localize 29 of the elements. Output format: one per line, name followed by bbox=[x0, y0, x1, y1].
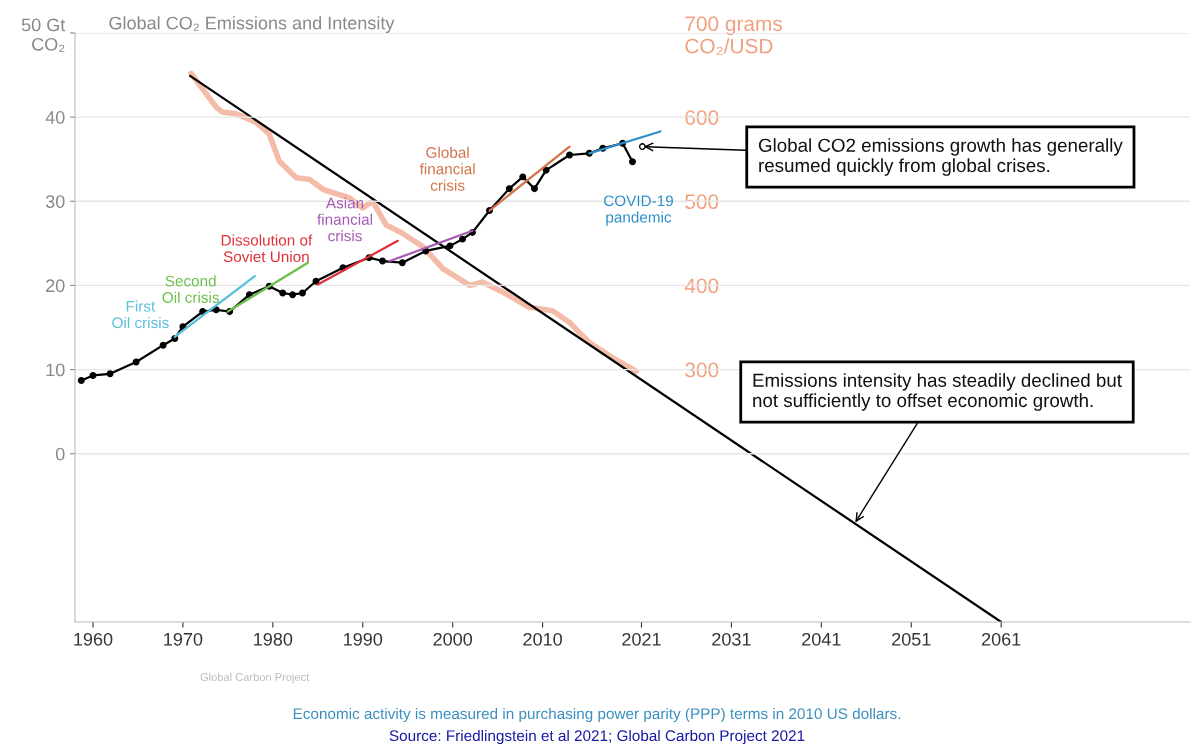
text: COVID-19 pandemic bbox=[604, 195, 673, 226]
series-label: Dissolution of Soviet Union bbox=[221, 234, 313, 263]
annotation: Global CO2 emissions growth has generally resumed quickly from global crises. bbox=[758, 138, 1123, 176]
text: Economic activity is measured in purchasing power parity (PPP) terms in 2010 US dollars. bbox=[293, 707, 901, 723]
y-tick-label: 30 bbox=[45, 195, 65, 209]
x-tick-label: 1970 bbox=[164, 632, 203, 646]
text: Global Carbon Project bbox=[200, 672, 310, 684]
x-tick-label: 2041 bbox=[802, 632, 841, 646]
x-tick-label: 2021 bbox=[622, 632, 661, 646]
x-tick-label: 2051 bbox=[892, 632, 931, 646]
y-tick-label: 0 bbox=[55, 447, 65, 461]
series-label: Asian financial crisis bbox=[317, 197, 373, 242]
y-tick-label: 20 bbox=[46, 279, 65, 293]
x-tick-label: 2000 bbox=[433, 632, 473, 646]
x-tick-label: 1990 bbox=[344, 632, 383, 646]
x-tick-label: 1960 bbox=[74, 632, 113, 646]
y-tick-label: 10 bbox=[46, 363, 65, 377]
y-tick-label: 40 bbox=[45, 111, 65, 124]
x-tick-label: 2010 bbox=[523, 632, 562, 646]
x-tick-label: 2031 bbox=[712, 632, 751, 646]
x-tick-label: 2061 bbox=[982, 632, 1021, 646]
y2-tick-label: 700 grams CO₂/USD bbox=[685, 16, 783, 56]
x-tick-label: 1980 bbox=[254, 632, 293, 646]
source-note: Source: Friedlingstein et al 2021; Global Carbon Project 2021 bbox=[389, 729, 805, 745]
y2-tick-label: 600 bbox=[685, 110, 719, 125]
y-tick-label: 50 Gt CO₂ bbox=[21, 18, 66, 53]
series-label: Global financial crisis bbox=[419, 146, 475, 191]
chart-title: Global CO₂ Emissions and Intensity bbox=[109, 16, 395, 33]
annotation: Emissions intensity has steadily declined but not sufficiently to offset economic growth. bbox=[753, 373, 1122, 411]
